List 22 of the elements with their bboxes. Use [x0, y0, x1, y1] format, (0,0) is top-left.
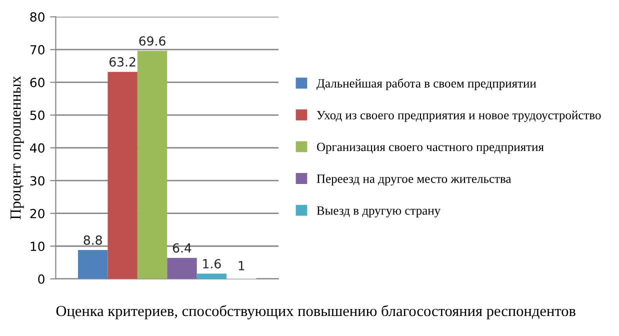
legend-label: Выезд в другую страну: [316, 206, 441, 218]
data-label: 6.4: [172, 243, 192, 253]
legend-label: Переезд на другое место жительства: [316, 174, 512, 186]
data-label: 1: [238, 261, 244, 270]
data-label: 1.6: [203, 258, 221, 268]
legend-label: Уход из своего предприятия и новое трудоустройство: [316, 110, 601, 122]
data-label: 8.8: [84, 235, 102, 245]
y-tick-label: 50: [30, 110, 44, 120]
legend-label: Организация своего частного предприятия: [317, 142, 544, 154]
legend-label: Дальнейшая работа в своем предприятии: [316, 78, 536, 90]
y-tick-label: 30: [30, 176, 44, 186]
y-tick-label: 40: [30, 143, 44, 153]
x-axis-title: Оценка критериев, способствующих повышению благосостояния респондентов: [56, 305, 576, 320]
y-tick-label: 60: [30, 78, 44, 88]
y-axis-title: Процент опрошенных: [10, 76, 24, 220]
y-tick-label: 10: [30, 242, 44, 252]
y-tick-label: 70: [30, 45, 44, 54]
data-label: 63.2: [110, 57, 136, 67]
y-tick-label: 80: [30, 12, 44, 22]
y-tick-label: 20: [30, 208, 44, 218]
data-label: 69.6: [139, 36, 166, 46]
y-tick-label: 0: [38, 274, 44, 284]
